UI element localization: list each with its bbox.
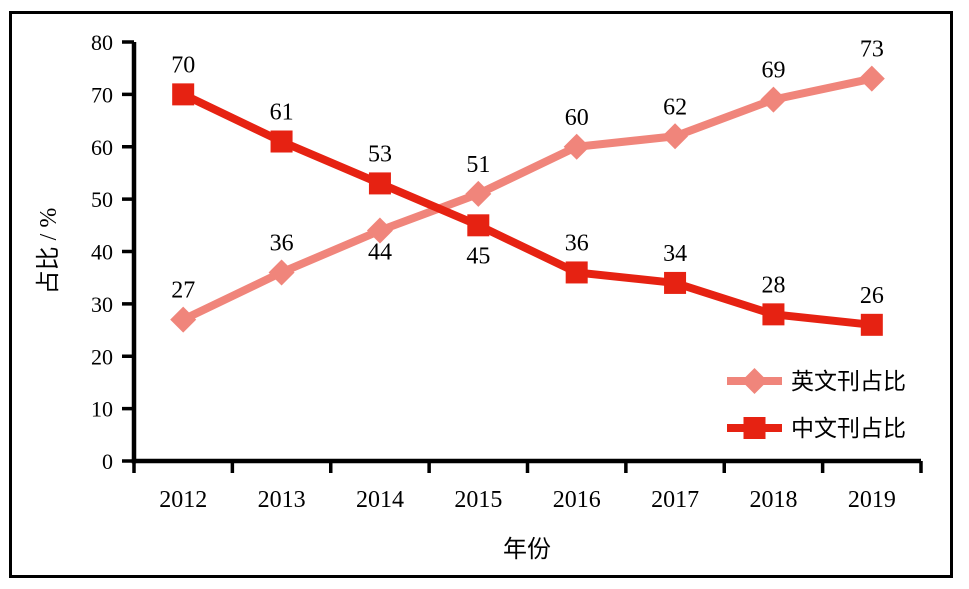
marker-diamond-english bbox=[268, 259, 295, 286]
legend: 英文刊占比 中文刊占比 bbox=[727, 368, 906, 441]
legend-diamond-icon bbox=[741, 368, 768, 394]
marker-square-chinese bbox=[860, 313, 883, 336]
legend-square-icon bbox=[743, 417, 766, 439]
data-label-english: 62 bbox=[663, 94, 687, 120]
marker-diamond-english bbox=[465, 180, 492, 207]
marker-diamond-english bbox=[858, 65, 885, 92]
x-tick-label: 2018 bbox=[749, 487, 797, 513]
data-label-english: 36 bbox=[270, 230, 294, 256]
data-label-chinese: 61 bbox=[270, 100, 294, 126]
legend-item-chinese: 中文刊占比 bbox=[727, 416, 906, 441]
series-line-chinese bbox=[181, 90, 873, 329]
marker-square-chinese bbox=[368, 172, 391, 195]
data-label-english: 60 bbox=[565, 105, 589, 131]
series-line-english bbox=[181, 74, 873, 324]
x-tick-label: 2015 bbox=[454, 487, 502, 513]
data-label-chinese: 45 bbox=[466, 243, 490, 269]
y-tick-label: 20 bbox=[91, 344, 113, 369]
data-label-english: 69 bbox=[761, 58, 785, 84]
x-axis-title: 年份 bbox=[503, 536, 551, 563]
chart-plot: 0 10 20 30 40 50 60 70 80 2012 2013 2014 2015 2016 201… bbox=[91, 30, 923, 513]
data-label-chinese: 53 bbox=[368, 141, 392, 167]
marker-diamond-english bbox=[170, 306, 197, 333]
marker-diamond-english bbox=[366, 217, 393, 244]
marker-square-chinese bbox=[664, 271, 687, 294]
data-label-chinese: 70 bbox=[171, 52, 195, 78]
marker-square-chinese bbox=[762, 303, 785, 326]
y-tick-label: 50 bbox=[91, 187, 113, 212]
x-tick-label: 2016 bbox=[553, 487, 601, 513]
x-tick-label: 2012 bbox=[159, 487, 207, 513]
data-label-english: 44 bbox=[368, 240, 392, 266]
y-tick-label: 30 bbox=[91, 292, 113, 317]
data-label-english: 51 bbox=[466, 152, 490, 178]
x-tick-label: 2019 bbox=[848, 487, 896, 513]
y-tick-label: 60 bbox=[91, 135, 113, 160]
x-tick-label: 2017 bbox=[651, 487, 699, 513]
marker-square-chinese bbox=[467, 214, 490, 237]
marker-square-chinese bbox=[565, 261, 588, 284]
marker-diamond-english bbox=[563, 133, 590, 160]
y-tick-label: 40 bbox=[91, 240, 113, 265]
figure-border bbox=[9, 11, 953, 578]
legend-item-english: 英文刊占比 bbox=[727, 368, 906, 394]
y-tick-label: 80 bbox=[91, 30, 113, 55]
data-label-chinese: 36 bbox=[565, 230, 589, 256]
marker-square-chinese bbox=[270, 130, 293, 153]
marker-square-chinese bbox=[172, 83, 195, 106]
x-tick-label: 2014 bbox=[356, 487, 404, 513]
marker-diamond-english bbox=[760, 86, 787, 113]
legend-label-english: 英文刊占比 bbox=[791, 369, 906, 394]
x-tick-label: 2013 bbox=[258, 487, 306, 513]
y-tick-label: 70 bbox=[91, 82, 113, 107]
y-axis-title: 占比 / % bbox=[35, 208, 62, 295]
data-label-chinese: 26 bbox=[860, 283, 884, 309]
y-tick-label: 0 bbox=[102, 449, 113, 474]
marker-diamond-english bbox=[662, 123, 689, 150]
data-label-english: 73 bbox=[860, 37, 884, 63]
y-tick-label: 10 bbox=[91, 397, 113, 422]
data-label-english: 27 bbox=[171, 278, 195, 304]
legend-label-chinese: 中文刊占比 bbox=[791, 416, 906, 441]
data-label-chinese: 28 bbox=[761, 272, 785, 298]
data-label-chinese: 34 bbox=[663, 241, 687, 267]
